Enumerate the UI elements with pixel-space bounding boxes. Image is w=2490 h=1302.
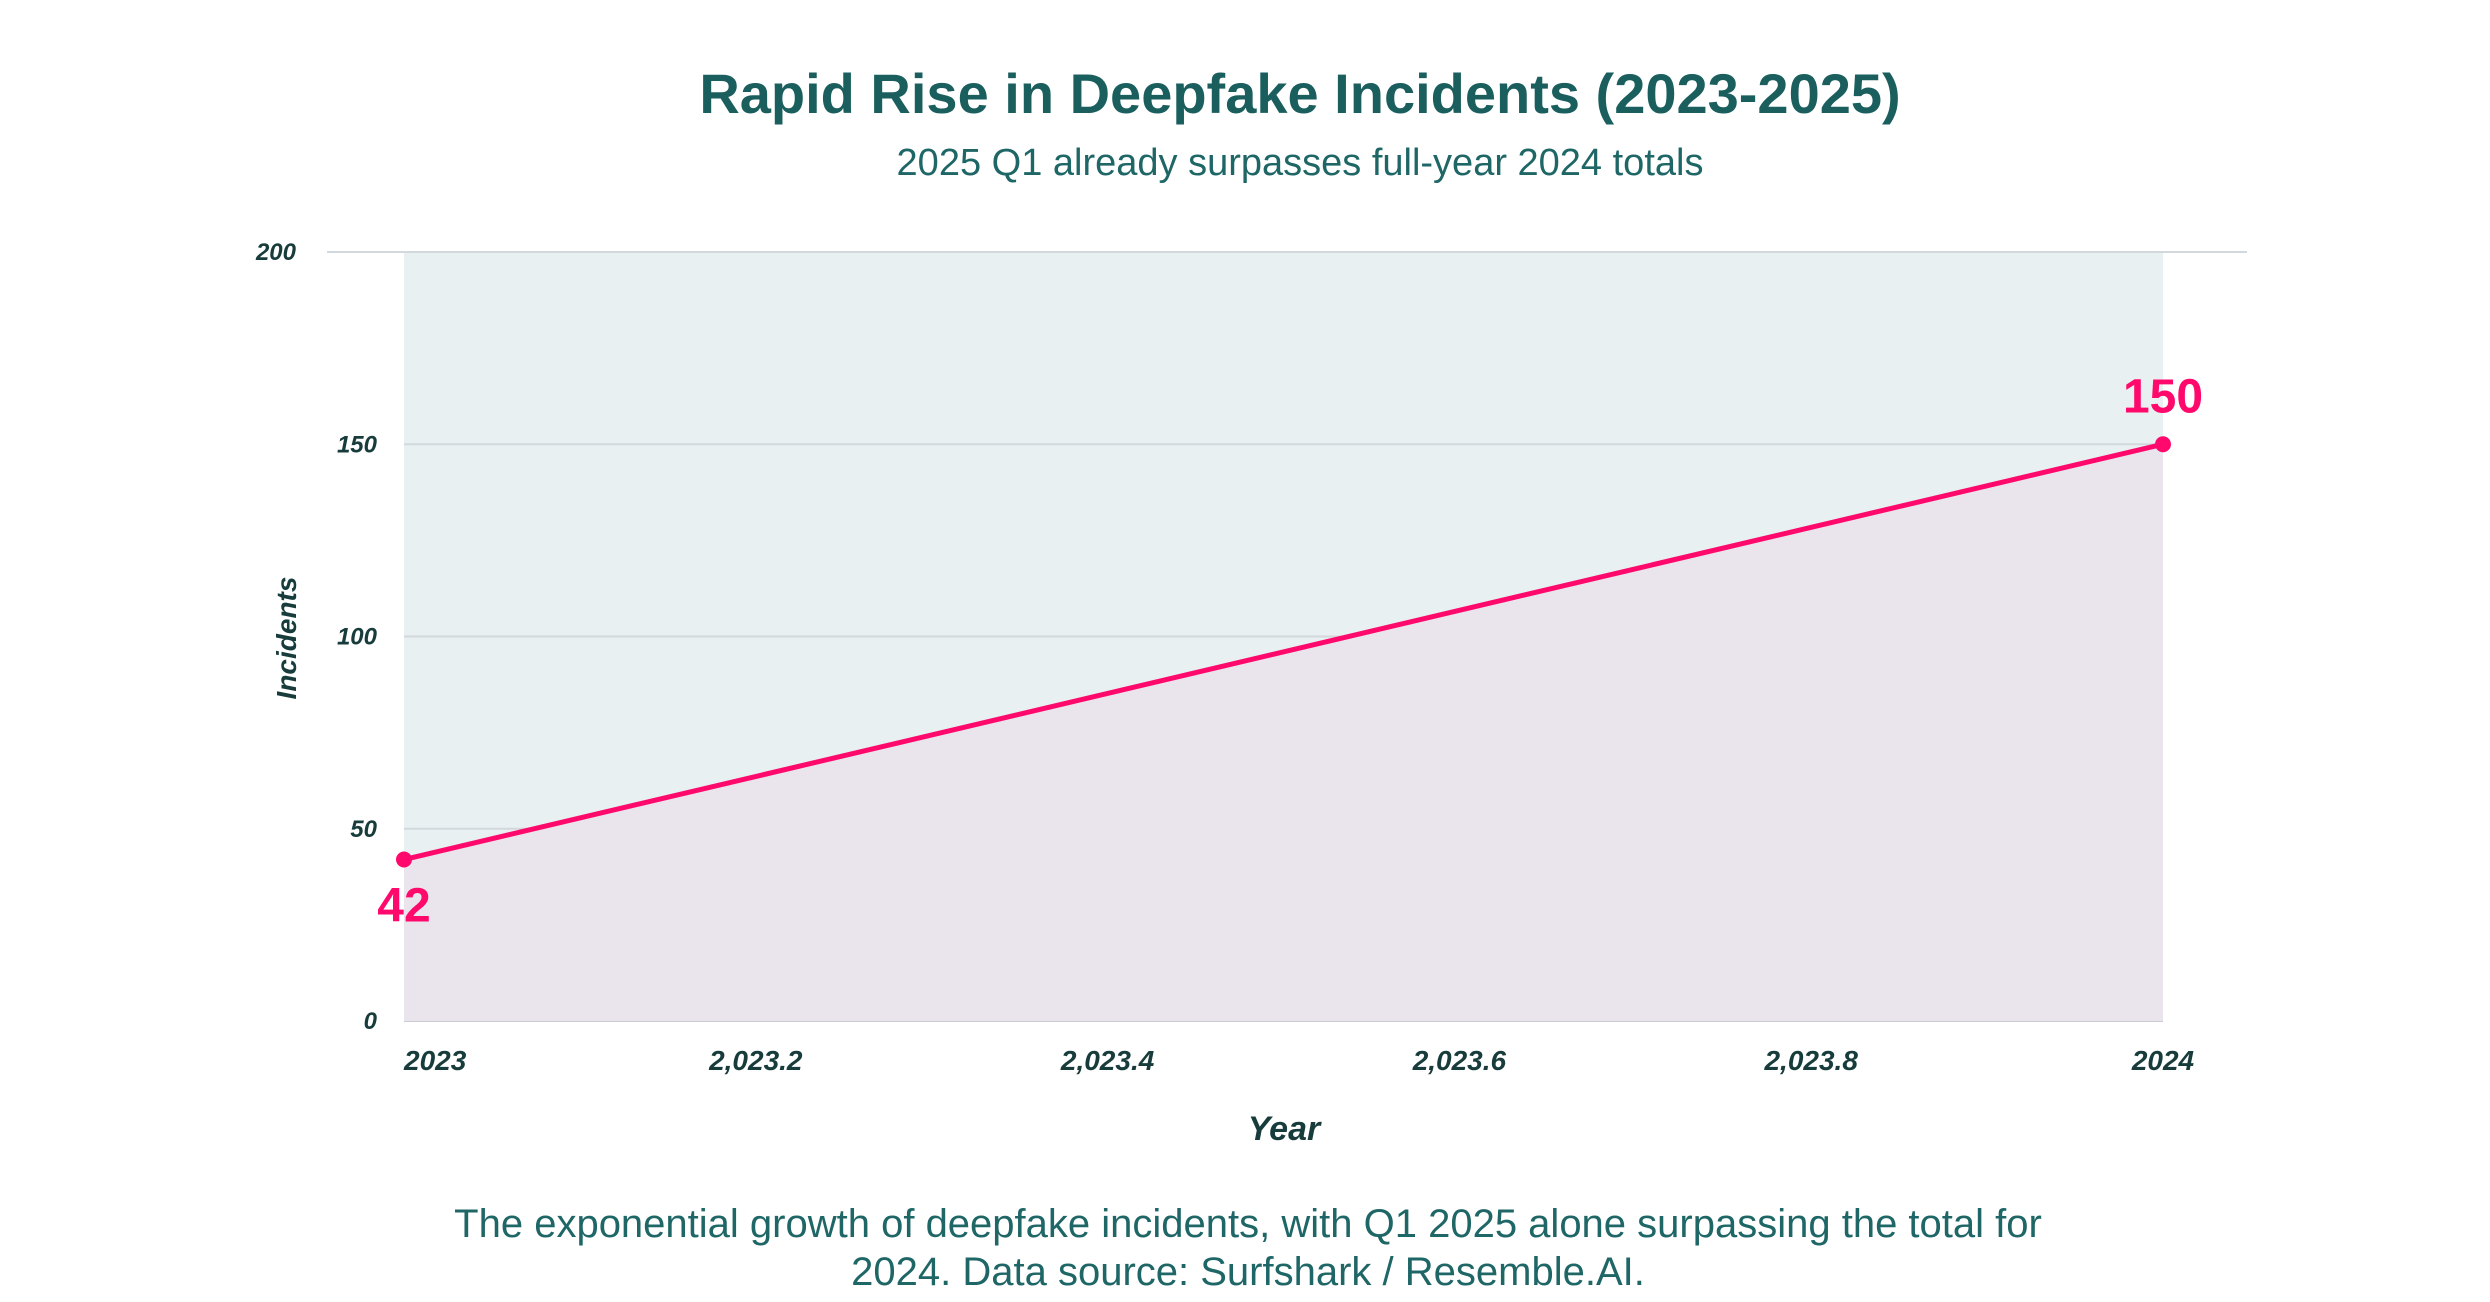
data-label: 42	[377, 880, 430, 933]
series-line	[403, 441, 2164, 862]
x-tick-label: 2,023.4	[1060, 1045, 1155, 1076]
data-point	[396, 851, 412, 868]
x-tick-label: 2,023.6	[1412, 1045, 1507, 1076]
y-tick-label: 0	[364, 1008, 378, 1035]
x-tick-labels: 2023 2,023.2 2,023.4 2,023.6 2,023.8 2024	[403, 1045, 2195, 1076]
chart-title: Rapid Rise in Deepfake Incidents (2023-2…	[699, 62, 1900, 125]
x-tick-label: 2,023.8	[1763, 1045, 1858, 1076]
chart-subtitle: 2025 Q1 already surpasses full-year 2024…	[897, 142, 1704, 184]
y-tick-label: 200	[255, 239, 297, 266]
x-tick-label: 2023	[403, 1045, 467, 1076]
y-axis-label: Incidents	[271, 577, 302, 700]
data-label: 150	[2123, 370, 2203, 423]
data-points: 42 150	[377, 370, 2203, 932]
x-axis-label: Year	[1248, 1110, 1322, 1148]
x-tick-label: 2,023.2	[708, 1045, 803, 1076]
data-point	[2155, 436, 2171, 453]
caption-line-2: 2024. Data source: Surfshark / Resemble.…	[851, 1250, 1645, 1294]
area-fill	[404, 444, 2163, 1021]
y-tick-labels: 0 50 100 150 200	[255, 239, 378, 1035]
y-tick-label: 100	[337, 624, 378, 651]
caption-line-1: The exponential growth of deepfake incid…	[454, 1202, 2042, 1246]
y-tick-label: 150	[337, 431, 378, 458]
y-tick-label: 50	[350, 816, 377, 843]
x-tick-label: 2024	[2131, 1045, 2195, 1076]
